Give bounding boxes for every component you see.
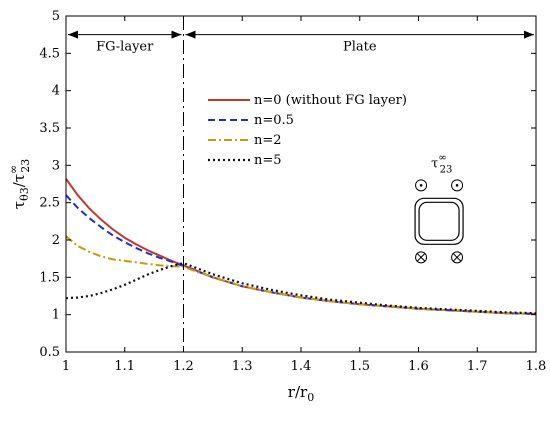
x-tick-label: 1.3: [232, 359, 253, 374]
cutout-outer-outline: [414, 197, 464, 245]
y-tick-label: 0.5: [39, 345, 60, 360]
x-tick-label: 1.6: [408, 359, 429, 374]
region-arrow-head-left: [68, 30, 78, 39]
series-layer: [65, 178, 537, 315]
out-of-plane-dot-icon: [451, 179, 464, 192]
y-axis-label-sup: ∞: [7, 165, 20, 174]
x-axis-label-sub: 0: [307, 391, 314, 404]
out-of-plane-dot-icon: [415, 179, 428, 192]
inset-stress-label-sup: ∞: [438, 152, 446, 163]
x-tick-label: 1.7: [467, 359, 488, 374]
y-tick-label: 4.5: [39, 46, 60, 61]
x-tick-label: 1.1: [114, 359, 135, 374]
legend-label-4: n=5: [254, 153, 282, 168]
y-axis-label: τθ3/τ∞23: [7, 159, 32, 209]
into-plane-cross-icon: [415, 251, 428, 264]
region-arrow-head-left: [185, 30, 196, 39]
y-tick-label: 3.5: [39, 121, 60, 136]
into-plane-cross-icon: [451, 251, 464, 264]
out-of-plane-dot-center: [419, 184, 423, 187]
y-axis-label-sub: θ3: [18, 187, 31, 201]
y-axis-label-sub2: 23: [19, 159, 32, 173]
x-axis-label: r/r0: [288, 383, 314, 404]
inset-stress-label-sub: 23: [440, 164, 453, 175]
legend-label-1: n=0 (without FG layer): [254, 93, 407, 108]
y-axis-label-main: τ: [10, 201, 28, 209]
region-label-2: Plate: [343, 40, 377, 55]
plot-frame: [65, 15, 537, 353]
y-tick-label: 2.5: [39, 196, 60, 211]
inset-stress-label-main: τ: [431, 156, 438, 171]
x-tick-label: 1.2: [173, 359, 194, 374]
cutout-inner-outline: [418, 201, 460, 241]
y-tick-label: 3: [52, 158, 60, 173]
ticks-layer: 1 1.1 1.2 1.3 1.4 1.5 1.6 1.7 1.80.511.522.533.5…: [39, 9, 546, 374]
out-of-plane-dot-center: [455, 184, 459, 187]
legend: n=0 (without FG layer) n=0.5 n=2 n=5: [208, 93, 407, 168]
region-label-1: FG-layer: [96, 40, 154, 55]
y-tick-label: 5: [52, 9, 60, 24]
x-tick-label: 1.5: [349, 359, 370, 374]
legend-label-3: n=2: [254, 133, 282, 148]
y-axis-label-sep: /τ: [10, 174, 28, 187]
series-line-4: [65, 261, 537, 315]
into-plane-cross-stroke: [416, 253, 426, 262]
y-tick-label: 1: [52, 308, 60, 323]
region-arrow-head-right: [524, 30, 534, 39]
y-tick-label: 1.5: [39, 270, 60, 285]
y-tick-label: 4: [52, 84, 60, 99]
region-arrow-head-right: [171, 30, 182, 39]
series-line-1: [65, 178, 537, 315]
into-plane-cross-stroke: [452, 253, 462, 262]
x-axis-label-main: r/r: [288, 383, 308, 401]
legend-label-2: n=0.5: [254, 113, 294, 128]
x-tick-label: 1.8: [526, 359, 547, 374]
stress-inset: τ∞ 23: [414, 152, 464, 264]
regions-layer: FG-layer Plate: [68, 30, 534, 55]
y-tick-label: 2: [52, 233, 60, 248]
x-tick-label: 1: [62, 359, 70, 374]
inset-stress-label: τ∞ 23: [431, 152, 452, 175]
x-tick-label: 1.4: [291, 359, 312, 374]
series-line-3: [65, 235, 537, 315]
